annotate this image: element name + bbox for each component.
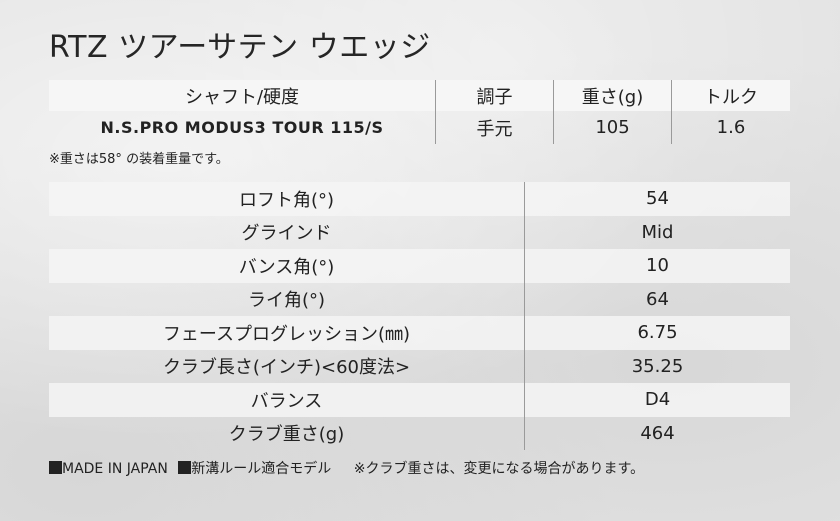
shaft-value: N.S.PRO MODUS3 TOUR 115/S: [49, 111, 436, 144]
param-label: グラインド: [49, 215, 525, 249]
header-torque: トルク: [704, 86, 758, 108]
param-label: クラブ長さ(インチ)<60度法>: [49, 349, 525, 383]
param-label: バンス角(°): [49, 249, 525, 283]
spec-data-row: N.S.PRO MODUS3 TOUR 115/S 手元 105 1.6: [49, 111, 790, 144]
table-row: ロフト角(°) 54: [49, 182, 790, 216]
table-row: バランス D4: [49, 383, 790, 417]
square-bullet-icon: [49, 461, 62, 474]
table-row: ライ角(°) 64: [49, 282, 790, 316]
param-label: ライ角(°): [49, 282, 525, 316]
param-value: 54: [646, 188, 669, 210]
groove-rule-label: 新溝ルール適合モデル: [191, 461, 332, 477]
header-kick-point: 調子: [436, 80, 554, 111]
table-row: フェースプログレッション(㎜) 6.75: [49, 316, 790, 350]
param-label: フェースプログレッション(㎜): [49, 316, 525, 350]
table-row: クラブ重さ(g) 464: [49, 416, 790, 450]
param-value: D4: [644, 389, 671, 411]
shaft-spec-table: シャフト/硬度 調子 重さ(g) トルク N.S.PRO MODUS3 TOUR…: [49, 80, 790, 144]
club-weight-note: ※クラブ重さは、変更になる場合があります。: [353, 461, 645, 477]
table-row: グラインド Mid: [49, 215, 790, 249]
square-bullet-icon: [178, 461, 192, 474]
torque-value: 1.6: [716, 117, 746, 138]
table-row: バンス角(°) 10: [49, 249, 790, 283]
param-label: ロフト角(°): [49, 182, 525, 216]
header-weight: 重さ(g): [554, 80, 672, 111]
param-value: 35.25: [631, 355, 684, 377]
footer-notes: MADE IN JAPAN 新溝ルール適合モデル ※クラブ重さは、変更になる場合…: [49, 458, 644, 478]
club-spec-table: ロフト角(°) 54 グラインド Mid バンス角(°) 10 ライ角(°) 6…: [49, 182, 790, 450]
param-value: Mid: [641, 221, 674, 243]
param-value: 464: [640, 422, 675, 444]
made-in-label: MADE IN JAPAN: [62, 461, 168, 477]
page-title: RTZ ツアーサテン ウエッジ: [49, 30, 431, 65]
param-value: 64: [646, 288, 669, 310]
weight-note: ※重さは58° の装着重量です。: [49, 152, 229, 167]
table-row: クラブ長さ(インチ)<60度法> 35.25: [49, 349, 790, 383]
kick-point-value: 手元: [436, 111, 554, 144]
param-value: 6.75: [637, 322, 678, 344]
spec-header-row: シャフト/硬度 調子 重さ(g) トルク: [49, 80, 790, 111]
header-shaft: シャフト/硬度: [49, 80, 436, 111]
param-label: クラブ重さ(g): [49, 416, 525, 450]
weight-value: 105: [554, 111, 672, 144]
param-label: バランス: [49, 383, 525, 417]
param-value: 10: [646, 255, 669, 277]
